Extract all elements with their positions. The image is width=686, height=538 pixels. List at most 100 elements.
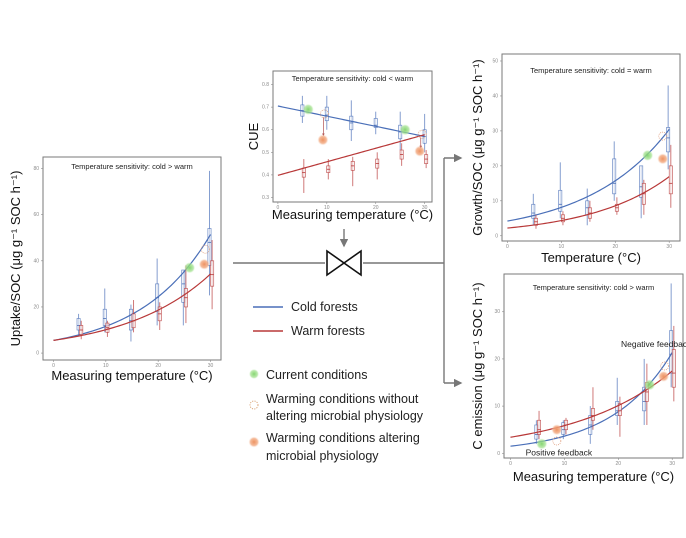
warming-without-marker [658, 131, 668, 141]
y-tick-label: 20 [33, 304, 39, 310]
y-axis-title: Uptake/SOC (μg g⁻¹ SOC h⁻¹) [8, 171, 23, 347]
y-tick-label: 20 [492, 163, 498, 169]
current-conditions-marker [642, 149, 654, 161]
box [537, 419, 541, 435]
x-axis-title: Measuring temperature (°C) [51, 368, 212, 383]
current-conditions-marker [536, 438, 548, 450]
y-tick-label: 0.4 [262, 172, 269, 178]
warming-altering-marker [414, 145, 426, 157]
x-tick-label: 0 [506, 244, 509, 250]
fit-curve [507, 129, 670, 222]
current-conditions-marker [644, 379, 656, 391]
warming-without-marker [319, 109, 329, 119]
x-tick-label: 10 [559, 244, 565, 250]
x-axis-title: Measuring temperature (°C) [272, 207, 433, 222]
warm-forests-series [53, 240, 215, 341]
c-emission-panel: Temperature sensitivity: cold > warm 0 10 2… [470, 273, 686, 484]
legend-altering-label-1: Warming conditions altering [266, 431, 420, 445]
growth-panel: Temperature sensitivity: cold = warm 0 10 2… [470, 53, 681, 265]
y-tick-label: 0.6 [262, 127, 269, 133]
y-tick-label: 80 [33, 166, 39, 172]
legend-item-without: Warming conditions without altering micr… [249, 392, 424, 423]
y-tick-label: 0.5 [262, 150, 269, 156]
warming-altering-marker [658, 370, 670, 382]
legend-item-current: Current conditions [249, 368, 367, 382]
cue-panel: Temperature sensitivity: cold < warm 0 10 2… [246, 70, 433, 222]
box [617, 403, 622, 416]
box [102, 308, 107, 326]
y-tick-label: 30 [494, 309, 500, 315]
y-tick-label: 40 [33, 258, 39, 264]
warming-without-marker [552, 436, 562, 446]
valve-icon [326, 249, 362, 277]
x-tick-label: 30 [669, 461, 675, 467]
fit-curve [277, 134, 425, 176]
y-axis-title: Growth/SOC (μg g⁻¹ SOC h⁻¹) [470, 59, 485, 236]
x-tick-label: 10 [562, 461, 568, 467]
x-tick-label: 30 [422, 205, 428, 211]
box [558, 189, 563, 212]
current-conditions-marker [184, 262, 196, 274]
box [373, 118, 378, 128]
legend-without-label-2: altering microbial physiology [266, 409, 424, 423]
cold-forests-series [507, 85, 671, 226]
warming-altering-marker [198, 258, 210, 270]
sensitivity-annotation: Temperature sensitivity: cold < warm [292, 74, 414, 83]
y-tick-label: 0.7 [262, 105, 269, 111]
y-tick-label: 10 [492, 198, 498, 204]
x-axis-title: Measuring temperature (°C) [513, 469, 674, 484]
y-tick-label: 40 [492, 93, 498, 99]
legend-cold-label: Cold forests [291, 300, 358, 314]
warming-without-marker [200, 244, 210, 254]
current-conditions-marker [302, 103, 314, 115]
x-tick-label: 0 [52, 363, 55, 369]
box [210, 260, 215, 287]
x-tick-label: 30 [666, 244, 672, 250]
warming-without-icon [249, 400, 259, 410]
y-tick-label: 0.3 [262, 195, 269, 201]
x-tick-label: 20 [155, 363, 161, 369]
warm-forests-series [507, 144, 673, 229]
box [666, 127, 671, 153]
warming-altering-icon [248, 436, 260, 448]
warming-without-marker [660, 361, 670, 371]
legend-without-label-1: Warming conditions without [266, 392, 419, 406]
y-tick-label: 30 [492, 128, 498, 134]
box [207, 228, 212, 266]
y-axis-title: C emission (μg g⁻¹ SOC h⁻¹) [470, 282, 485, 449]
x-axis-title: Temperature (°C) [541, 250, 641, 265]
x-tick-label: 0 [509, 461, 512, 467]
y-axis-title: CUE [246, 122, 261, 150]
connector-lines [233, 153, 463, 388]
box [639, 165, 644, 198]
box [324, 106, 329, 122]
box [671, 349, 676, 388]
current-conditions-icon [249, 369, 259, 379]
box [181, 269, 186, 303]
plot-frame [503, 273, 684, 459]
box [531, 203, 536, 219]
y-tick-label: 0.8 [262, 82, 269, 88]
warming-altering-marker [551, 424, 563, 436]
fit-curve [510, 370, 673, 438]
y-tick-label: 10 [494, 404, 500, 410]
y-tick-label: 0 [497, 451, 500, 457]
sensitivity-annotation: Temperature sensitivity: cold > warm [71, 162, 193, 171]
x-tick-label: 10 [324, 205, 330, 211]
x-tick-label: 20 [373, 205, 379, 211]
legend-warm-label: Warm forests [291, 324, 365, 338]
y-tick-label: 50 [492, 58, 498, 64]
x-tick-label: 0 [277, 205, 280, 211]
uptake-panel: Temperature sensitivity: cold > warm 0 10 2… [8, 156, 222, 383]
box [591, 408, 595, 421]
negative-feedback-label: Negative feedback [621, 339, 686, 349]
warming-without-marker [417, 129, 427, 139]
sensitivity-annotation: Temperature sensitivity: cold = warm [530, 66, 652, 75]
legend-altering-label-2: microbial physiology [266, 449, 379, 463]
positive-feedback-label: Positive feedback [526, 448, 593, 458]
x-tick-label: 10 [103, 363, 109, 369]
legend-item-altering: Warming conditions altering microbial ph… [248, 431, 420, 463]
box [668, 165, 673, 195]
fit-curve [53, 273, 211, 341]
